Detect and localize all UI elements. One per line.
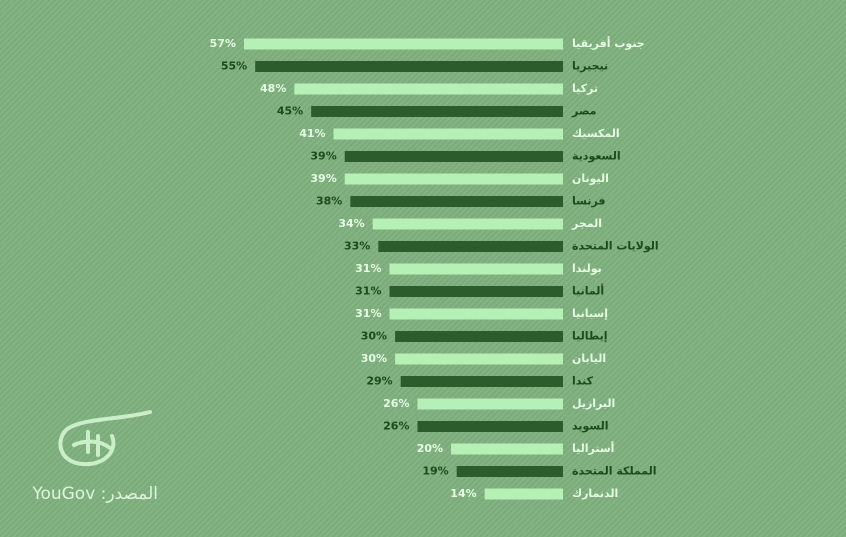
value-label: 26% <box>383 420 409 433</box>
value-label: 33% <box>344 240 370 253</box>
bar <box>417 398 563 410</box>
category-label: بولندا <box>572 262 602 275</box>
bar <box>389 286 563 297</box>
category-label: المكسيك <box>572 127 620 140</box>
value-label: 57% <box>210 37 236 50</box>
category-label: إيطاليا <box>572 330 608 343</box>
category-label: نيجيريا <box>572 60 608 73</box>
value-label: 31% <box>355 307 381 320</box>
bar <box>389 263 563 275</box>
bar <box>344 151 563 162</box>
bar <box>244 38 563 50</box>
bar <box>378 241 563 252</box>
bar <box>372 218 563 230</box>
value-label: 30% <box>361 330 387 343</box>
value-label: 31% <box>355 262 381 275</box>
value-label: 55% <box>221 60 247 73</box>
bar <box>389 308 563 320</box>
category-label: المجر <box>571 217 602 230</box>
value-label: 39% <box>310 172 336 185</box>
bar <box>484 488 563 500</box>
bar <box>417 421 563 432</box>
value-label: 26% <box>383 397 409 410</box>
bar <box>400 376 563 387</box>
bar <box>344 173 563 185</box>
bar <box>451 443 563 455</box>
value-label: 14% <box>450 487 476 500</box>
bar <box>395 331 563 342</box>
value-label: 19% <box>422 465 448 478</box>
value-label: 38% <box>316 195 342 208</box>
category-label: مصر <box>571 105 597 118</box>
bar <box>350 196 563 207</box>
value-label: 48% <box>260 82 286 95</box>
category-label: تركيا <box>572 82 598 95</box>
bar <box>333 128 563 140</box>
value-label: 45% <box>277 105 303 118</box>
category-label: فرنسا <box>572 195 606 208</box>
category-label: الولايات المتحدة <box>572 240 659 253</box>
category-label: الدنمارك <box>572 487 618 500</box>
value-label: 29% <box>366 375 392 388</box>
category-label: السعودية <box>572 150 621 163</box>
category-label: المملكة المتحدة <box>572 465 657 478</box>
bar <box>456 466 563 477</box>
value-label: 41% <box>299 127 325 140</box>
category-label: اليابان <box>572 352 606 365</box>
category-label: السويد <box>572 420 608 433</box>
category-label: البرازيل <box>572 397 615 410</box>
value-label: 39% <box>310 150 336 163</box>
value-label: 20% <box>417 442 443 455</box>
value-label: 34% <box>338 217 364 230</box>
category-label: أستراليا <box>572 441 614 455</box>
value-label: 31% <box>355 285 381 298</box>
bar <box>255 61 563 72</box>
category-label: كندا <box>572 375 594 388</box>
bar <box>395 353 563 365</box>
source: المصدر: YouGov <box>32 484 158 504</box>
bar <box>311 106 563 117</box>
bar <box>294 83 563 95</box>
category-label: إسبانيا <box>572 307 608 320</box>
category-label: جنوب أفريقيا <box>572 36 645 50</box>
value-label: 30% <box>361 352 387 365</box>
category-label: اليونان <box>572 172 609 185</box>
category-label: ألمانيا <box>572 284 604 298</box>
logo <box>58 410 152 467</box>
